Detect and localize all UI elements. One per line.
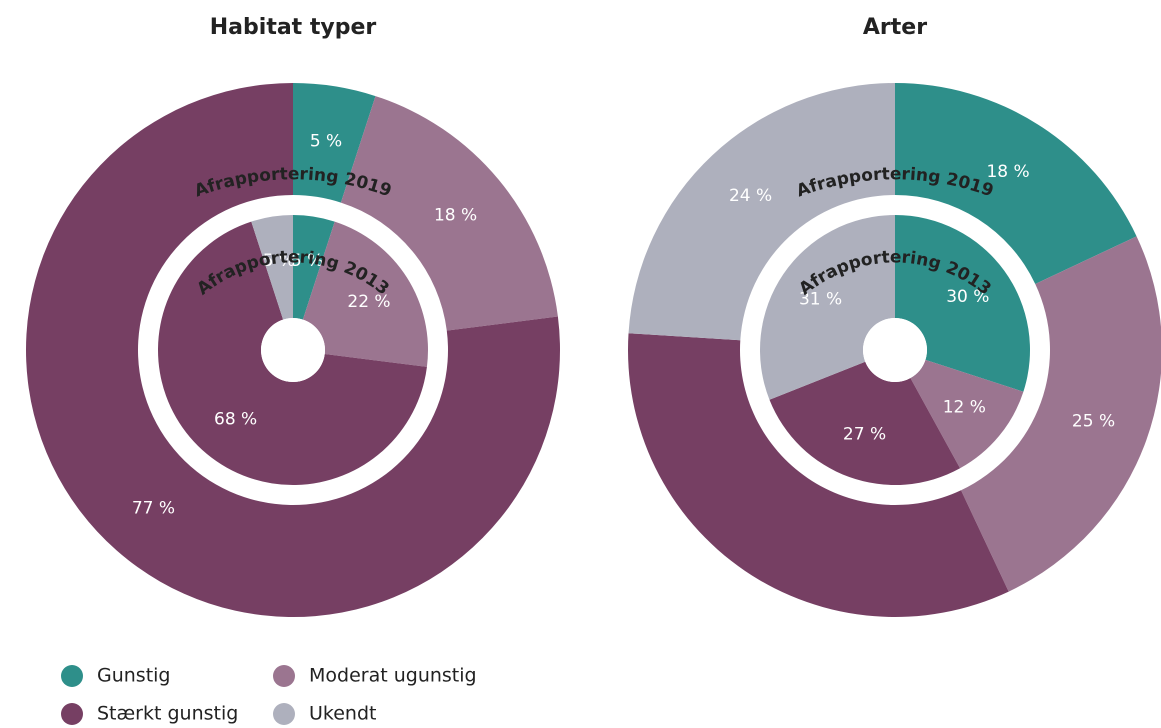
value-label: 5 % (263, 251, 295, 271)
slice (340, 96, 558, 331)
legend-label: Ukendt (309, 703, 376, 725)
slice (895, 215, 1031, 392)
slice (293, 215, 335, 320)
slice (910, 359, 1024, 469)
center-hole (261, 318, 325, 382)
value-label: 30 % (946, 287, 989, 307)
slice (251, 215, 293, 320)
legend-label: Moderat ugunstig (309, 665, 477, 687)
legend-swatch (61, 703, 83, 725)
value-label: 12 % (943, 397, 986, 417)
center-hole (863, 318, 927, 382)
slice (960, 236, 1161, 592)
chart-title: Arter (863, 15, 927, 40)
value-label: 18 % (434, 206, 477, 226)
legend-label: Gunstig (97, 665, 171, 687)
chart-title: Habitat typer (210, 15, 377, 40)
slice (628, 83, 895, 341)
value-label: 68 % (214, 409, 257, 429)
legend-swatch (61, 665, 83, 687)
slice (760, 214, 895, 400)
value-label: 77 % (132, 498, 175, 518)
value-label: 18 % (986, 162, 1029, 182)
slice (895, 83, 1137, 285)
value-label: 22 % (347, 292, 390, 312)
value-label: 5 % (291, 251, 323, 271)
value-label: 31 % (799, 289, 842, 309)
slice (293, 83, 376, 203)
legend-swatch (273, 665, 295, 687)
value-label: 5 % (310, 132, 342, 152)
slice (302, 221, 428, 367)
legend-label: Stærkt gunstig (97, 703, 238, 725)
slice (158, 221, 427, 486)
value-label: 27 % (843, 425, 886, 445)
slice (627, 333, 1009, 617)
slice (769, 361, 961, 485)
slice (25, 83, 560, 618)
value-label: 24 % (729, 186, 772, 206)
legend-swatch (273, 703, 295, 725)
value-label: 25 % (1072, 411, 1115, 431)
